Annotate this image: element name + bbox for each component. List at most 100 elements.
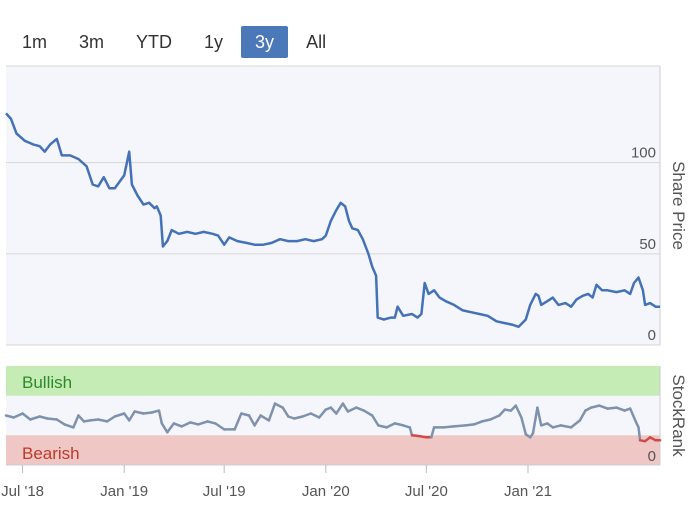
bearish-label: Bearish bbox=[22, 444, 80, 463]
stockrank-line-segment bbox=[46, 417, 59, 421]
stockrank-line-segment bbox=[122, 412, 131, 422]
stockrank-line-segment bbox=[105, 415, 117, 423]
stockrank-line-segment bbox=[113, 412, 126, 418]
stockrank-line-segment bbox=[77, 414, 86, 423]
stockrank-line-segment bbox=[189, 421, 200, 426]
range-button-all[interactable]: All bbox=[306, 32, 327, 52]
stockrank-line-segment bbox=[637, 426, 642, 442]
stockrank-line-segment bbox=[12, 412, 24, 419]
stockrank-line-segment bbox=[233, 412, 243, 431]
x-tick-label: Jan '21 bbox=[504, 483, 552, 500]
stockrank-line-segment bbox=[21, 412, 32, 421]
price-tick-label: 100 bbox=[631, 145, 656, 162]
stockrank-line-segment bbox=[531, 406, 539, 435]
range-button-3m[interactable]: 3m bbox=[79, 32, 105, 52]
stockrank-line-segment bbox=[172, 422, 183, 428]
stockrank-line-segment bbox=[317, 408, 328, 419]
stockrank-line-segment bbox=[180, 421, 192, 428]
stockrank-panel: Bullish Bearish 0 StockRank bbox=[4, 366, 688, 465]
stockrank-line-segment bbox=[4, 414, 15, 419]
price-tick-label: 50 bbox=[639, 236, 656, 253]
stockrank-line-segment bbox=[559, 424, 573, 429]
stockrank-line-segment bbox=[38, 415, 49, 420]
stockrank-line-bearish-segment bbox=[410, 434, 422, 438]
range-button-1y[interactable]: 1y bbox=[204, 32, 224, 52]
stockrank-line-segment bbox=[301, 412, 313, 418]
stockrank-line-segment bbox=[89, 418, 100, 422]
stockrank-line-segment bbox=[551, 424, 562, 429]
stockrank-line-segment bbox=[377, 424, 388, 429]
stockrank-line-segment bbox=[96, 418, 109, 423]
stockrank-line-segment bbox=[430, 426, 436, 439]
stockrank-line-segment bbox=[393, 422, 405, 427]
stockrank-line-segment bbox=[309, 412, 321, 419]
x-tick-label: Jul '19 bbox=[203, 483, 246, 500]
bearish-zone bbox=[6, 435, 660, 465]
stockrank-line-segment bbox=[536, 406, 543, 427]
stockrank-line-segment bbox=[29, 415, 41, 421]
stockrank-line-segment bbox=[72, 414, 80, 429]
stockrank-line-segment bbox=[408, 426, 414, 437]
stockrank-tick-label: 0 bbox=[648, 448, 656, 465]
stockrank-line-segment bbox=[370, 414, 380, 427]
stockrank-line-segment bbox=[514, 404, 523, 419]
stockrank-line-segment bbox=[385, 422, 397, 429]
stockrank-line-segment bbox=[273, 402, 284, 409]
stockrank-line-segment bbox=[160, 422, 169, 434]
stockrank-axis-title: StockRank bbox=[669, 374, 688, 457]
range-button-3y[interactable]: 3y bbox=[241, 26, 289, 58]
range-button-ytd[interactable]: YTD bbox=[136, 32, 173, 52]
stockrank-line-segment bbox=[452, 424, 467, 428]
x-axis: Jul '18 Jan '19 Jul '19 Jan '20 Jul '20 Jan '… bbox=[1, 464, 660, 500]
price-axis-title: Share Price bbox=[669, 161, 688, 250]
stockrank-line-segment bbox=[196, 420, 209, 426]
stockrank-line-segment bbox=[142, 411, 154, 415]
x-tick-label: Jul '18 bbox=[1, 483, 44, 500]
stockrank-line-segment bbox=[346, 406, 358, 413]
stockrank-line-segment bbox=[127, 410, 136, 422]
range-button-1m[interactable]: 1m bbox=[22, 32, 48, 52]
stockrank-line-segment bbox=[597, 404, 609, 410]
stockrank-line-segment bbox=[55, 418, 66, 426]
stockrank-line-segment bbox=[520, 416, 528, 436]
stockrank-line-segment bbox=[578, 409, 587, 422]
x-tick-label: Jul '20 bbox=[405, 483, 448, 500]
stockrank-line-segment bbox=[335, 402, 345, 415]
stockrank-line-segment bbox=[206, 420, 217, 425]
stockrank-line-segment bbox=[498, 408, 507, 417]
stockrank-line-segment bbox=[293, 415, 304, 420]
stockrank-line-segment bbox=[63, 423, 75, 429]
stockrank-line-segment bbox=[214, 422, 226, 431]
stockrank-line-segment bbox=[247, 414, 256, 427]
price-line bbox=[5, 112, 660, 329]
stockrank-line-segment bbox=[489, 414, 501, 421]
x-tick-label: Jan '20 bbox=[302, 483, 350, 500]
stockrank-line-segment bbox=[240, 412, 251, 417]
stockrank-line-segment bbox=[628, 407, 637, 423]
stockrank-line-segment bbox=[589, 404, 601, 409]
stockrank-line-segment bbox=[341, 402, 350, 413]
stockrank-line-segment bbox=[157, 409, 164, 425]
range-selector: 1m 3m YTD 1y 3y All bbox=[8, 26, 340, 60]
stockrank-line-segment bbox=[133, 410, 145, 415]
stockrank-line-segment bbox=[166, 422, 176, 434]
stockrank-line-segment bbox=[259, 414, 271, 422]
stockrank-line-segment bbox=[569, 419, 582, 429]
x-tick-label: Jan '19 bbox=[100, 483, 148, 500]
price-tick-label: 0 bbox=[648, 327, 656, 344]
stockrank-line-segment bbox=[464, 423, 476, 427]
price-panel: 0 50 100 Share Price bbox=[5, 65, 688, 346]
stockrank-line-segment bbox=[472, 420, 484, 426]
stockrank-line-segment bbox=[615, 406, 626, 412]
stockrank-line-segment bbox=[267, 402, 277, 422]
stockrank-line-segment bbox=[480, 418, 492, 423]
stockrank-line-segment bbox=[442, 425, 456, 429]
stockrank-line-segment bbox=[354, 406, 366, 412]
stockrank-line-segment bbox=[329, 406, 338, 415]
bullish-label: Bullish bbox=[22, 373, 72, 392]
stockrank-line-segment bbox=[281, 406, 290, 418]
bullish-zone bbox=[6, 366, 660, 396]
stockrank-line-segment bbox=[362, 409, 374, 417]
stockrank-line-segment bbox=[606, 406, 618, 410]
